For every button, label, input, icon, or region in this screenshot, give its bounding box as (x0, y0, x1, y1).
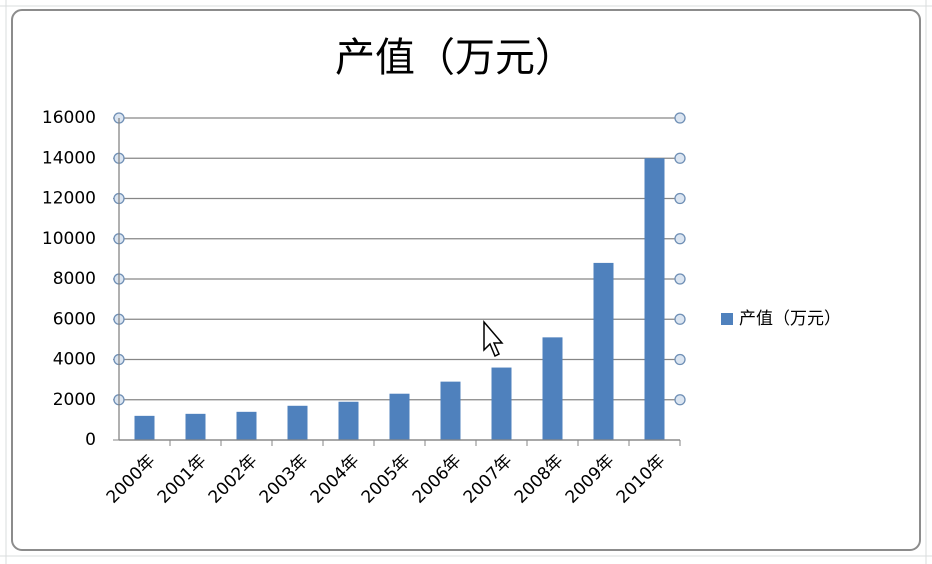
selection-handle (674, 353, 686, 366)
bar (491, 367, 512, 440)
selection-handle (674, 313, 686, 325)
selection-handle (674, 394, 686, 406)
y-tick-label: 14000 (42, 148, 96, 168)
legend-label: 产值（万元） (739, 309, 841, 329)
bar (185, 413, 206, 440)
y-tick-label: 4000 (53, 350, 96, 370)
mouse-cursor (483, 319, 504, 358)
y-tick-label: 10000 (42, 229, 96, 249)
bar (440, 381, 461, 440)
chart-title: 产值（万元） (335, 35, 575, 81)
y-tick-label: 16000 (42, 108, 96, 128)
bar (134, 415, 155, 440)
bar (389, 393, 410, 440)
y-tick-label: 6000 (53, 309, 96, 329)
selection-handle (674, 112, 686, 124)
bar (542, 337, 563, 440)
bar (338, 401, 359, 440)
bar (593, 262, 614, 440)
bar (287, 405, 308, 440)
selection-handle (674, 273, 686, 285)
y-tick-label: 0 (85, 430, 96, 450)
bar (644, 158, 665, 440)
selection-handle (674, 192, 686, 205)
legend-swatch (721, 313, 733, 325)
selection-handle (674, 233, 686, 245)
y-tick-label: 8000 (53, 269, 96, 289)
y-tick-label: 2000 (53, 390, 96, 410)
y-tick-label: 12000 (42, 189, 96, 209)
selection-handle (674, 152, 686, 164)
bar (236, 411, 257, 440)
